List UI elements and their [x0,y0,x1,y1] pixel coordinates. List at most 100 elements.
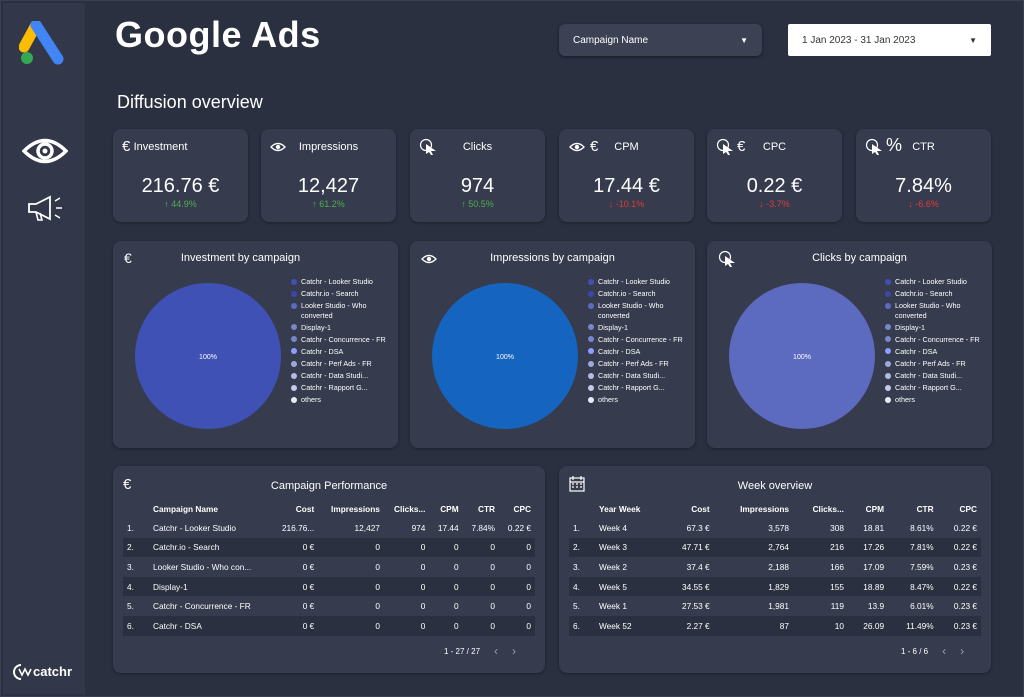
legend-label: Catchr - Perf Ads - FR [301,359,372,369]
table-row[interactable]: 2. Week 3 47.71 €2,764 216 17.26 7.81% 0.22 € [569,537,981,558]
chevron-left-icon[interactable]: ‹ [942,644,947,658]
column-header[interactable]: Year Week [599,504,641,514]
legend-label: Catchr - DSA [598,346,641,356]
legend-item[interactable]: Catchr - Perf Ads - FR [588,359,688,369]
column-header[interactable]: CTR [916,504,934,514]
legend-swatch [588,384,594,391]
sidebar [3,3,85,694]
column-header[interactable]: CPC [513,504,531,514]
table-row[interactable]: 4. Week 5 34.55 €1,829 155 18.89 8.47% 0.22 € [569,576,981,597]
column-header[interactable]: Cost [295,504,315,514]
table-cell: 0 [383,537,430,558]
legend-swatch [291,302,297,309]
legend-label: Looker Studio - Who converted [895,301,961,320]
table-row[interactable]: 5. Week 1 27.53 € 1,981 119 13.9 6.01% 0.23 € [569,596,981,616]
column-header[interactable]: Clicks... [812,504,844,514]
legend-item[interactable]: Catchr - Looker Studio [291,277,391,287]
column-header[interactable]: Cost [691,504,710,514]
legend-item[interactable]: Display-1 [588,323,688,333]
legend-item[interactable]: Catchr - Data Studi... [885,371,985,381]
legend-item[interactable]: Catchr.io - Search [588,289,688,299]
column-header[interactable]: Campaign Name [153,504,219,514]
legend-item[interactable]: Catchr - DSA [291,347,391,357]
table-row[interactable]: 2. Catchr.io - Search 0 €0 0 0 0 0 [123,537,535,558]
table-row[interactable]: 3. Looker Studio - Who con... 0 € 0 0 0 0 0 [123,557,535,577]
legend-item[interactable]: Catchr - Perf Ads - FR [291,359,391,369]
table-cell: 1,829 [713,576,794,597]
legend-item[interactable]: Catchr - DSA [885,347,985,357]
legend-item[interactable]: Looker Studio - Who converted [885,301,985,320]
legend-item[interactable]: Catchr - Rapport G... [885,383,985,393]
column-header[interactable]: Clicks... [394,504,426,514]
table-cell: 0 [490,601,496,612]
table-cell: 0.23 € [953,561,977,572]
pie-chart[interactable]: 100% [727,283,877,433]
legend-item[interactable]: Catchr - DSA [588,347,688,357]
legend-label: Catchr.io - Search [301,289,359,299]
column-header[interactable]: Impressions [740,504,790,514]
legend-item[interactable]: Catchr - Looker Studio [885,277,985,287]
campaign-filter-dropdown[interactable]: Campaign Name ▼ [559,24,762,56]
legend-item[interactable]: Looker Studio - Who converted [588,301,688,320]
column-header[interactable]: CPM [440,504,459,514]
euro-icon: € [122,138,131,155]
table-cell: Display-1 [149,576,272,597]
table-row[interactable]: 6. Catchr - DSA 0 €0 0 0 0 0 [123,615,535,636]
legend-item[interactable]: others [885,395,985,405]
legend-swatch [588,372,594,379]
legend-swatch [885,348,891,355]
legend-item[interactable]: Catchr - Data Studi... [588,371,688,381]
kpi-delta: ↓ -10.1% [608,199,645,209]
column-header[interactable]: CPM [865,504,885,514]
legend-label: Catchr - Rapport G... [598,383,665,393]
chevron-right-icon[interactable]: › [512,644,517,658]
legend-label: Display-1 [301,322,331,332]
legend-item[interactable]: Catchr - Rapport G... [291,383,391,393]
chevron-right-icon[interactable]: › [960,644,965,658]
legend-item[interactable]: Catchr.io - Search [291,289,391,299]
legend-item[interactable]: Display-1 [885,323,985,333]
pie-chart[interactable]: 100% [430,283,580,433]
legend-swatch [588,302,594,309]
table-cell: 0.22 € [953,522,977,533]
legend-item[interactable]: others [588,395,688,405]
pie-card-impressions: Impressions by campaign 100% Catchr - Lo… [410,241,695,448]
date-range-picker[interactable]: 1 Jan 2023 - 31 Jan 2023 ▼ [788,24,991,56]
pie-slice[interactable] [432,283,578,429]
chevron-left-icon[interactable]: ‹ [494,644,499,658]
legend-item[interactable]: Catchr - Perf Ads - FR [885,359,985,369]
kpi-card-investment: € Investment 216.76 € ↑ 44.9% [113,129,248,222]
kpi-card-clicks: Clicks 974 ↑ 50.5% [410,129,545,222]
table-cell: 0.22 € [937,537,981,558]
legend-item[interactable]: Catchr - Concurrence - FR [291,335,391,345]
legend-item[interactable]: Catchr - Concurrence - FR [885,335,985,345]
legend-item[interactable]: Catchr - Looker Studio [588,277,688,287]
legend-item[interactable]: Display-1 [291,323,391,333]
column-header[interactable]: CPC [959,504,977,514]
table-cell: 0 [383,576,430,597]
legend-item[interactable]: Catchr - Data Studi... [291,371,391,381]
table-header-row: Campaign Name Cost Impressions Clicks... CPM… [123,500,535,518]
legend-item[interactable]: Catchr.io - Search [885,289,985,299]
table-row[interactable]: 3. Week 2 37.4 € 2,188 166 17.09 7.59% 0.23 € [569,557,981,577]
table-row[interactable]: 6. Week 52 2.27 €87 10 26.09 11.49% 0.23 € [569,615,981,636]
table-cell: 17.44 [437,522,459,533]
table-row[interactable]: 1. Week 4 67.3 € 3,578 308 18.81 8.61% 0.22 € [569,518,981,538]
pie-chart[interactable]: 100% [133,283,283,433]
column-header[interactable]: CTR [477,504,496,514]
table-row[interactable]: 5. Catchr - Concurrence - FR 0 € 0 0 0 0 0 [123,596,535,616]
table-cell: 0 [375,601,380,612]
pie-slice[interactable] [729,283,875,429]
pie-slice[interactable] [135,283,281,429]
table-cell: 0 [420,561,426,572]
table-row[interactable]: 1. Catchr - Looker Studio 216.76... 12,427 9… [123,518,535,538]
legend-item[interactable]: Catchr - Rapport G... [588,383,688,393]
column-header[interactable]: Impressions [331,504,380,514]
legend-item[interactable]: Catchr - Concurrence - FR [588,335,688,345]
megaphone-icon[interactable] [26,193,66,223]
table-row[interactable]: 4. Display-1 0 €0 0 0 0 0 [123,576,535,597]
legend-item[interactable]: others [291,395,391,405]
cursor-click-icon [716,138,733,155]
legend-item[interactable]: Looker Studio - Who converted [291,301,391,320]
eye-icon[interactable] [22,136,68,166]
